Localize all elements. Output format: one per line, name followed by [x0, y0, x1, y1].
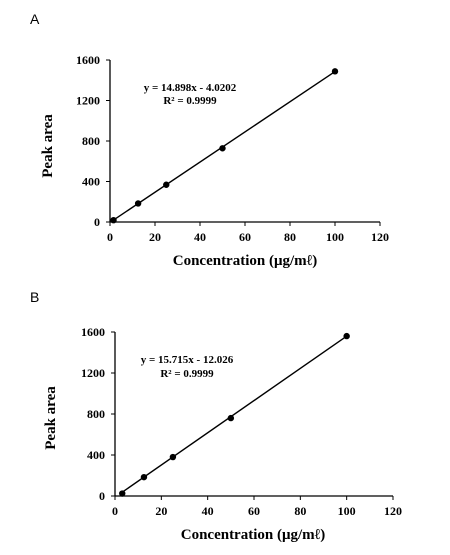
x-tick-label-b: 60: [248, 504, 260, 518]
x-tick-label-a: 80: [284, 230, 296, 244]
y-tick-label-a: 1200: [76, 94, 100, 108]
x-axis-title-a: Concentration (μg/mℓ): [173, 253, 318, 269]
x-tick-label-a: 40: [194, 230, 206, 244]
data-point-a: [110, 216, 117, 224]
x-tick-label-a: 100: [326, 230, 344, 244]
x-tick-label-a: 120: [371, 230, 389, 244]
data-point-b: [140, 473, 148, 481]
data-point-a: [331, 68, 339, 75]
x-tick-label-a: 0: [107, 230, 113, 244]
x-tick-label-b: 40: [202, 504, 214, 518]
chart-b: B y = 15.715x - 12.026 R² = 0.9999 Conce…: [30, 289, 402, 543]
y-tick-label-a: 400: [82, 175, 100, 189]
y-tick-label-b: 400: [87, 448, 105, 462]
x-axis-title-b: Concentration (μg/mℓ): [181, 527, 326, 543]
chart-a: A y = 14.898x - 4.0202 R² = 0.9999 Conce…: [30, 11, 389, 269]
x-tick-label-a: 60: [239, 230, 251, 244]
x-tick-label-b: 0: [112, 504, 118, 518]
equation-a: y = 14.898x - 4.0202: [144, 82, 237, 94]
data-point-b: [119, 490, 126, 497]
y-tick-label-b: 1200: [81, 366, 105, 380]
data-point-a: [134, 200, 142, 207]
y-tick-label-a: 0: [94, 215, 100, 229]
panel-label-a: A: [30, 11, 40, 27]
trendline-b: [120, 335, 348, 494]
y-axis-title-a: Peak area: [40, 114, 56, 178]
y-tick-label-b: 0: [99, 489, 105, 503]
y-tick-label-b: 1600: [81, 325, 105, 339]
x-tick-label-b: 80: [294, 504, 306, 518]
y-tick-label-a: 800: [82, 134, 100, 148]
y-axis-title-b: Peak area: [43, 386, 59, 450]
r-squared-a: R² = 0.9999: [163, 95, 217, 107]
y-tick-label-b: 800: [87, 407, 105, 421]
panel-label-b: B: [30, 289, 39, 305]
equation-b: y = 15.715x - 12.026: [141, 354, 234, 366]
data-point-a: [219, 145, 226, 152]
data-point-a: [163, 181, 170, 188]
data-point-b: [227, 414, 235, 422]
x-tick-label-b: 100: [338, 504, 356, 518]
x-tick-label-b: 120: [384, 504, 402, 518]
x-tick-label-a: 20: [149, 230, 161, 244]
y-tick-label-a: 1600: [76, 53, 100, 67]
r-squared-b: R² = 0.9999: [160, 368, 214, 380]
x-tick-label-b: 20: [155, 504, 167, 518]
data-point-b: [343, 332, 350, 340]
data-point-b: [169, 453, 177, 461]
